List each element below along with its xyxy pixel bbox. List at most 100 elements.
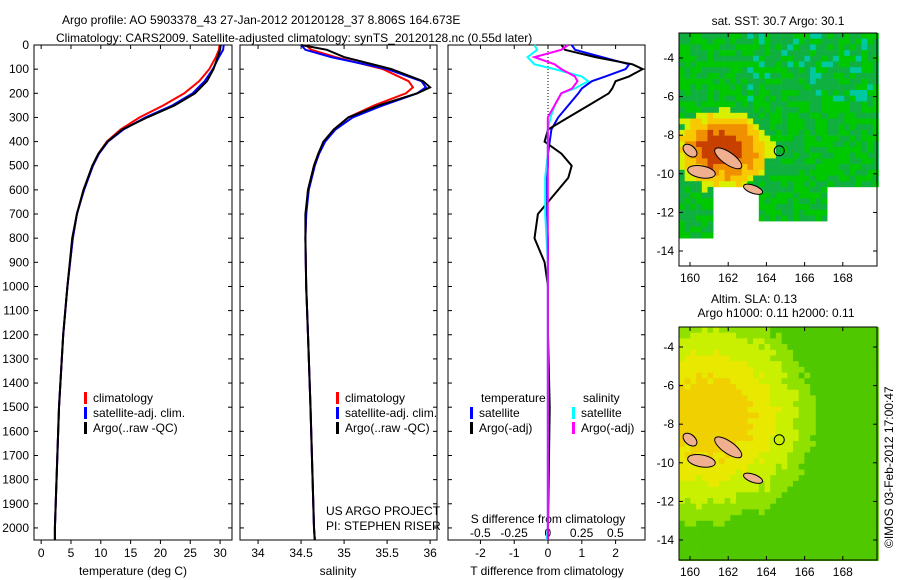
map-cell [696, 355, 703, 362]
map-cell [730, 555, 737, 561]
map-cell [827, 129, 834, 136]
map-cell [781, 33, 788, 39]
map-cell [844, 543, 851, 550]
map-cell [684, 452, 691, 459]
map-cell [718, 509, 725, 516]
map-cell [741, 543, 748, 550]
map-cell [775, 129, 782, 136]
map-cell [684, 107, 691, 114]
map-cell [872, 112, 879, 119]
map-cell [718, 55, 725, 62]
map-cell [718, 463, 725, 470]
map-cell [724, 164, 731, 171]
map-cell [775, 158, 782, 165]
map-cell [684, 112, 691, 119]
map-cell [770, 72, 777, 79]
map-cell [804, 50, 811, 57]
map-cell [793, 515, 799, 522]
x-axis-label: temperature (deg C) [79, 564, 187, 578]
map-cell [810, 549, 817, 556]
map-cell [781, 124, 788, 131]
map-cell [867, 458, 874, 465]
map-cell [798, 101, 805, 108]
map-cell [718, 469, 725, 476]
map-cell [838, 446, 845, 453]
map-cell [861, 418, 868, 425]
map-cell [758, 423, 765, 430]
map-cell [867, 469, 874, 476]
map-cell [827, 520, 834, 527]
map-cell [724, 101, 731, 108]
map-cell [793, 441, 799, 447]
map-cell [758, 492, 765, 499]
map-cell [764, 152, 771, 159]
map-cell [701, 141, 708, 148]
map-cell [753, 520, 760, 527]
map-cell [815, 118, 822, 125]
title-line-2: Climatology: CARS2009. Satellite-adjuste… [56, 31, 532, 45]
map-cell [844, 446, 851, 453]
map-cell [821, 515, 828, 522]
map-cell [753, 498, 760, 504]
map-cell [850, 515, 856, 522]
map-cell [747, 164, 754, 171]
map-cell [815, 446, 822, 453]
map-cell [684, 429, 691, 436]
map-cell [696, 332, 703, 339]
map-cell [736, 90, 742, 96]
map-cell [850, 372, 856, 379]
map-cell [724, 458, 731, 465]
map-cell [827, 175, 834, 182]
map-cell [827, 509, 834, 516]
map-cell [861, 463, 868, 470]
map-cell [775, 135, 782, 142]
map-cell [850, 61, 856, 68]
map-cell [741, 129, 748, 136]
map-cell [815, 332, 822, 339]
map-cell [690, 232, 697, 239]
map-cell [730, 118, 737, 125]
map-cell [821, 38, 828, 45]
map-cell [781, 158, 788, 165]
map-cell [753, 112, 760, 119]
map-cell [855, 395, 862, 402]
map-cell [827, 118, 834, 125]
map-cell [798, 67, 805, 74]
map-cell [770, 549, 777, 556]
map-cell [855, 332, 862, 339]
map-cell [741, 67, 748, 74]
map-cell [758, 198, 765, 205]
map-cell [713, 452, 720, 459]
map-cell [850, 418, 856, 425]
map-cell [724, 526, 731, 533]
legend-swatch [336, 422, 339, 434]
map-cell [867, 338, 874, 345]
legend-label: satellite [581, 406, 622, 420]
map-cell [736, 429, 742, 436]
map-cell [758, 446, 765, 453]
map-cell [724, 395, 731, 402]
map-cell [684, 537, 691, 544]
map-cell [810, 101, 817, 108]
map-cell [838, 366, 845, 373]
map-cell [867, 480, 874, 487]
map-cell [872, 378, 879, 385]
map-cell [798, 186, 805, 193]
map-cell [730, 463, 737, 470]
map-cell [855, 435, 862, 442]
map-cell [787, 492, 794, 499]
map-cell [838, 503, 845, 510]
map-cell [850, 107, 856, 114]
map-cell [844, 401, 851, 408]
map-cell [844, 344, 851, 351]
map-cell [810, 152, 817, 159]
map-cell [832, 543, 839, 550]
map-cell [718, 520, 725, 527]
map-cell [679, 204, 685, 210]
map-cell [861, 395, 868, 402]
map-cell [730, 515, 737, 522]
map-cell [736, 492, 742, 499]
map-cell [867, 67, 874, 74]
map-cell [736, 175, 742, 182]
map-cell [724, 61, 731, 68]
